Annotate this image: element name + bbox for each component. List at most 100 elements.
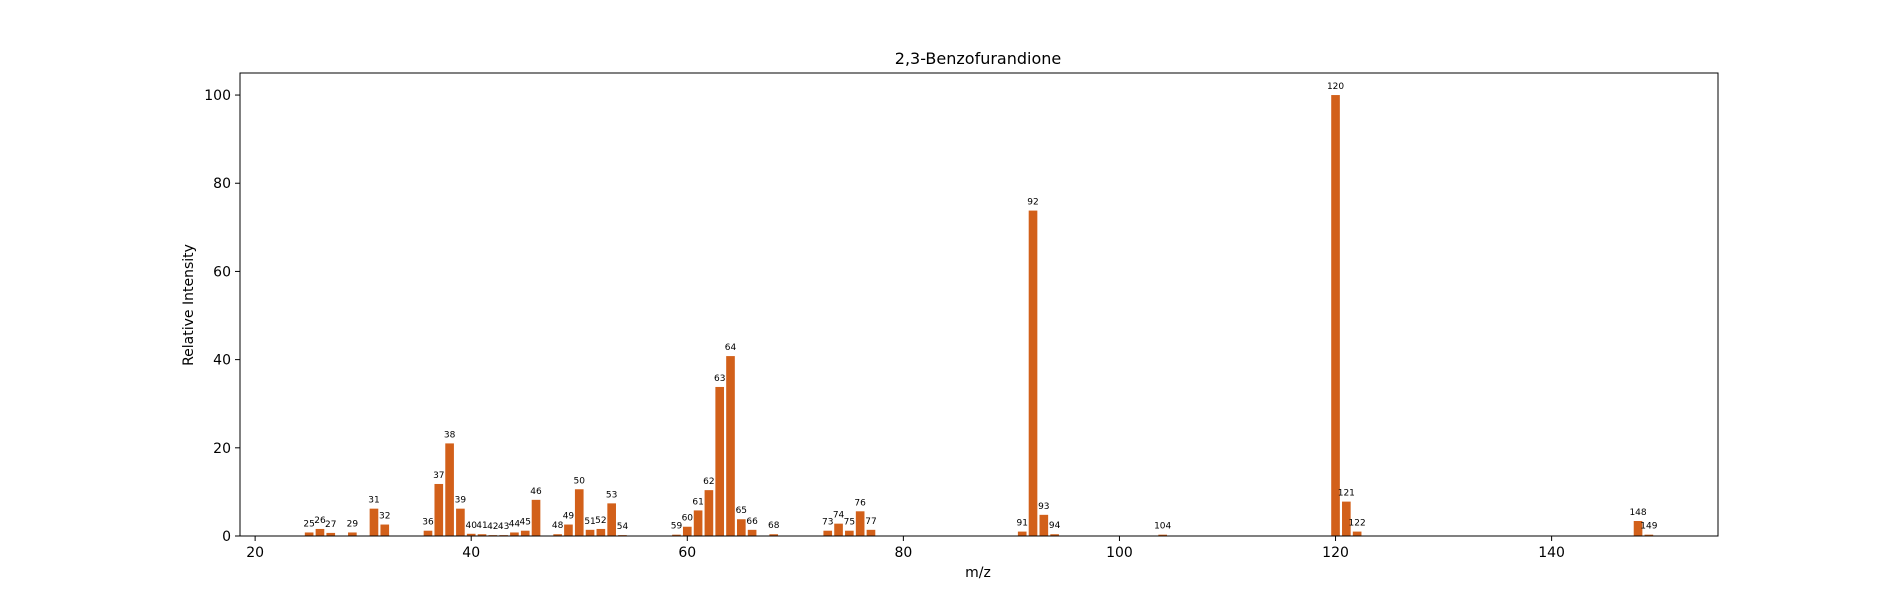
- chart-title: 2,3-Benzofurandione: [895, 49, 1061, 68]
- peak-bar-60: [682, 526, 692, 536]
- peak-bar-36: [423, 530, 433, 536]
- peak-label-39: 39: [455, 496, 467, 506]
- peak-label-31: 31: [368, 496, 379, 506]
- peak-label-73: 73: [822, 518, 833, 528]
- y-tick-label: 80: [213, 176, 231, 192]
- peak-bar-37: [434, 483, 444, 536]
- x-axis-label: m/z: [965, 565, 991, 581]
- x-tick-label: 20: [246, 545, 264, 561]
- peak-bar-46: [531, 499, 541, 536]
- peak-label-45: 45: [520, 518, 531, 528]
- peak-label-94: 94: [1049, 521, 1061, 531]
- peak-label-54: 54: [617, 522, 629, 532]
- peak-label-74: 74: [833, 511, 845, 521]
- peak-label-62: 62: [703, 477, 714, 487]
- peak-label-26: 26: [314, 516, 326, 526]
- peak-bar-122: [1352, 531, 1362, 536]
- peak-label-59: 59: [671, 522, 683, 532]
- peak-bar-38: [445, 443, 454, 536]
- peak-bar-92: [1028, 210, 1038, 536]
- peak-label-121: 121: [1338, 489, 1355, 499]
- x-tick-label: 80: [894, 545, 912, 561]
- peak-label-27: 27: [325, 520, 336, 530]
- peak-bar-39: [456, 508, 465, 536]
- peak-bar-31: [369, 508, 379, 536]
- x-tick-label: 120: [1322, 545, 1349, 561]
- peak-bar-59: [672, 534, 681, 536]
- peak-bar-148: [1633, 521, 1643, 536]
- peak-label-148: 148: [1629, 508, 1646, 518]
- peak-label-93: 93: [1038, 502, 1049, 512]
- peak-label-120: 120: [1327, 82, 1344, 92]
- y-tick-label: 20: [213, 441, 231, 457]
- peak-bar-27: [326, 532, 336, 536]
- peak-bar-49: [564, 524, 573, 536]
- peak-bar-50: [574, 489, 584, 536]
- peak-label-64: 64: [725, 343, 737, 353]
- peak-bar-26: [315, 528, 325, 536]
- peak-label-50: 50: [574, 476, 586, 486]
- peak-bar-104: [1158, 534, 1167, 536]
- y-tick-label: 60: [213, 264, 231, 280]
- peak-label-75: 75: [844, 518, 855, 528]
- peak-label-51: 51: [584, 517, 595, 527]
- peak-bar-63: [715, 386, 725, 536]
- peak-bar-68: [769, 534, 779, 536]
- y-tick-label: 40: [213, 353, 231, 369]
- x-tick-label: 60: [678, 545, 696, 561]
- peak-bar-120: [1331, 95, 1340, 537]
- peak-label-63: 63: [714, 374, 725, 384]
- peak-bar-64: [726, 356, 735, 536]
- peak-bar-29: [348, 532, 357, 536]
- peak-bar-32: [380, 524, 390, 536]
- x-tick-label: 40: [462, 545, 480, 561]
- peak-label-122: 122: [1349, 519, 1366, 529]
- peak-label-104: 104: [1154, 522, 1171, 532]
- peak-label-37: 37: [433, 471, 444, 481]
- peak-label-43: 43: [498, 522, 509, 532]
- y-tick-label: 0: [222, 529, 231, 545]
- peak-label-66: 66: [746, 517, 758, 527]
- peak-bar-40: [466, 533, 476, 536]
- peak-label-32: 32: [379, 512, 390, 522]
- peak-bar-65: [736, 519, 746, 536]
- x-tick-label: 140: [1538, 545, 1565, 561]
- peak-bar-44: [510, 532, 519, 536]
- peak-label-25: 25: [303, 519, 314, 529]
- peak-bar-52: [596, 528, 606, 536]
- peak-bar-41: [477, 534, 487, 536]
- peak-bar-77: [866, 529, 876, 536]
- x-tick-label: 100: [1106, 545, 1133, 561]
- y-tick-label: 100: [204, 88, 231, 104]
- peak-label-44: 44: [509, 519, 521, 529]
- peak-label-77: 77: [865, 517, 876, 527]
- peak-bar-73: [823, 530, 833, 536]
- peak-label-61: 61: [692, 497, 703, 507]
- peak-label-91: 91: [1016, 519, 1027, 529]
- peak-bar-91: [1017, 531, 1027, 536]
- peak-bar-149: [1644, 534, 1654, 536]
- peak-label-65: 65: [736, 506, 747, 516]
- peak-label-53: 53: [606, 490, 617, 500]
- peak-label-49: 49: [563, 512, 575, 522]
- peak-label-36: 36: [422, 518, 434, 528]
- peak-label-40: 40: [465, 521, 477, 531]
- peak-bar-93: [1039, 514, 1049, 536]
- peak-label-29: 29: [347, 519, 359, 529]
- peak-bar-62: [704, 490, 714, 536]
- peak-bar-61: [693, 510, 703, 536]
- peak-bar-75: [845, 530, 854, 536]
- peak-label-48: 48: [552, 521, 564, 531]
- peak-bar-48: [553, 534, 562, 536]
- peak-bar-53: [607, 503, 616, 536]
- axes: 20 40 60 80 100 120 140 0 20 40 60 80 100: [204, 72, 1719, 561]
- peak-bar-94: [1050, 534, 1059, 536]
- peak-bar-76: [855, 511, 865, 536]
- peak-label-38: 38: [444, 430, 456, 440]
- peak-label-92: 92: [1027, 198, 1038, 208]
- peak-label-149: 149: [1640, 522, 1657, 532]
- peak-label-41: 41: [476, 521, 487, 531]
- peak-label-68: 68: [768, 521, 780, 531]
